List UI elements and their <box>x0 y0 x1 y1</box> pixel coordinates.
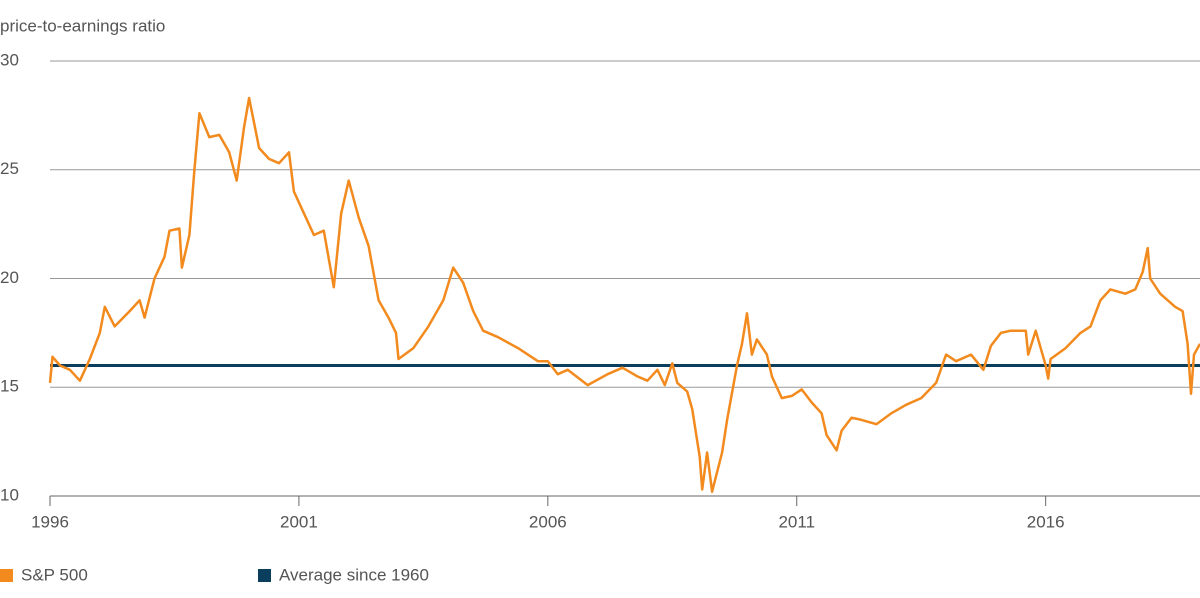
y-tick-label: 15 <box>0 377 19 396</box>
legend-swatch <box>258 569 271 582</box>
x-tick-label: 2011 <box>778 512 815 531</box>
legend-label: Average since 1960 <box>279 565 429 584</box>
x-tick-label: 2001 <box>280 512 318 531</box>
y-tick-label: 30 <box>0 50 19 69</box>
line <box>48 96 1200 493</box>
legend-label: S&P 500 <box>21 565 88 584</box>
x-tick-label: 2016 <box>1027 512 1065 531</box>
y-tick-label: 10 <box>0 485 19 504</box>
x-tick-label: 2006 <box>529 512 567 531</box>
y-axis-label: price-to-earnings ratio <box>0 16 165 35</box>
y-tick-label: 20 <box>0 268 19 287</box>
y-tick-label: 25 <box>0 159 19 178</box>
legend-swatch <box>0 569 13 582</box>
x-tick-label: 1996 <box>31 512 69 531</box>
